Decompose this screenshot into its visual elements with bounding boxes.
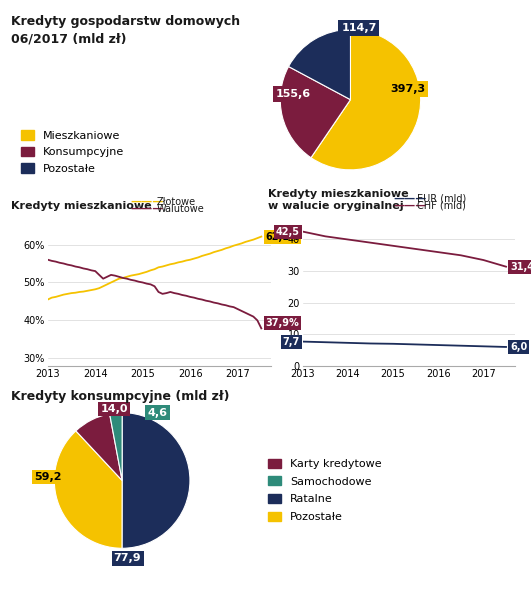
Text: Kredyty mieszkaniowe
w walucie oryginalnej: Kredyty mieszkaniowe w walucie oryginaln…	[268, 189, 409, 211]
Text: Kredyty mieszkaniowe: Kredyty mieszkaniowe	[11, 201, 151, 211]
Text: Kredyty konsumpcyjne (mld zł): Kredyty konsumpcyjne (mld zł)	[11, 390, 229, 403]
Text: 114,7: 114,7	[341, 23, 376, 33]
Text: ———: ———	[393, 193, 426, 203]
Text: 59,2: 59,2	[34, 472, 61, 482]
Text: 14,0: 14,0	[100, 404, 128, 414]
Text: Walutowe: Walutowe	[157, 204, 204, 214]
Wedge shape	[76, 414, 122, 481]
Text: 6,0: 6,0	[510, 342, 527, 352]
Text: 7,7: 7,7	[282, 337, 300, 346]
Text: ———: ———	[393, 201, 426, 211]
Text: 77,9: 77,9	[114, 553, 141, 563]
Text: 31,4: 31,4	[510, 262, 531, 272]
Text: 37,9%: 37,9%	[266, 318, 299, 328]
Text: CHF (mld): CHF (mld)	[417, 201, 466, 211]
Wedge shape	[109, 413, 122, 481]
Text: ———: ———	[130, 197, 164, 207]
Wedge shape	[311, 29, 421, 170]
Wedge shape	[288, 29, 350, 99]
Wedge shape	[122, 413, 190, 549]
Wedge shape	[54, 431, 122, 548]
Text: EUR (mld): EUR (mld)	[417, 193, 466, 203]
Legend: Mieszkaniowe, Konsumpcyjne, Pozostałe: Mieszkaniowe, Konsumpcyjne, Pozostałe	[16, 126, 129, 178]
Text: 62,1%: 62,1%	[266, 231, 299, 242]
Legend: Karty kredytowe, Samochodowe, Ratalne, Pozostałe: Karty kredytowe, Samochodowe, Ratalne, P…	[263, 454, 387, 527]
Text: Kredyty gospodarstw domowych
06/2017 (mld zł): Kredyty gospodarstw domowych 06/2017 (ml…	[11, 15, 240, 45]
Text: Złotowe: Złotowe	[157, 197, 196, 207]
Text: 155,6: 155,6	[276, 89, 311, 99]
Text: 397,3: 397,3	[390, 84, 425, 94]
Text: ———: ———	[130, 204, 164, 214]
Text: 4,6: 4,6	[148, 408, 167, 418]
Wedge shape	[280, 67, 350, 158]
Text: 42,5: 42,5	[276, 227, 300, 237]
